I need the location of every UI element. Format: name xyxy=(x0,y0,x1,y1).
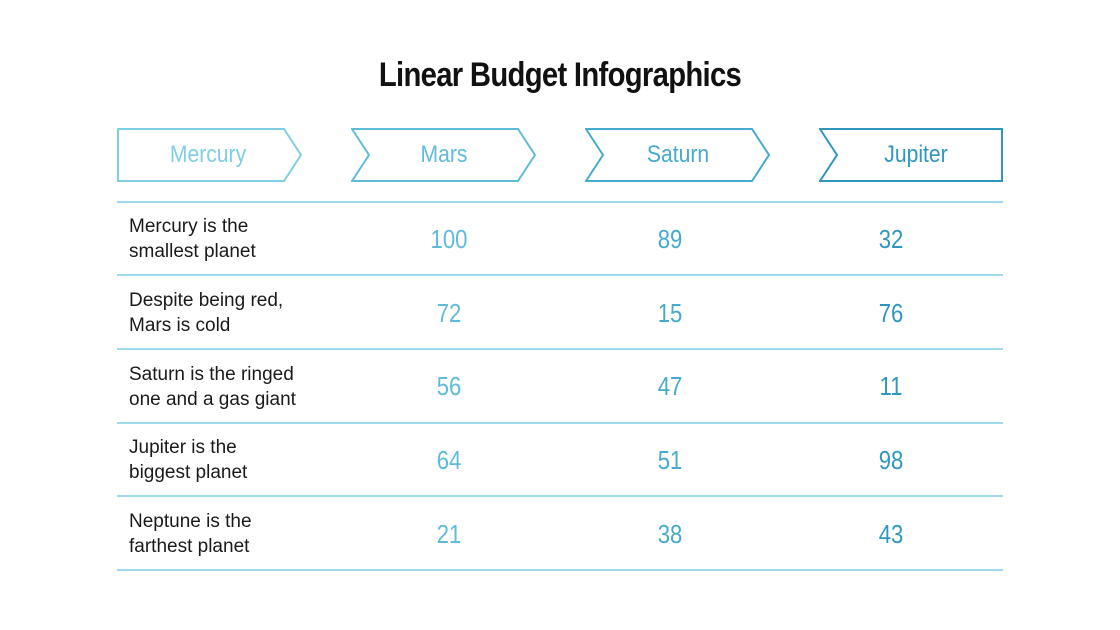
value-saturn: 51 xyxy=(657,445,683,475)
value-mars: 100 xyxy=(430,224,468,254)
value-saturn: 38 xyxy=(657,519,683,549)
desc-line: biggest planet xyxy=(129,462,248,483)
header-label-mercury: Mercury xyxy=(169,141,247,168)
desc-line: Neptune is the xyxy=(129,511,252,532)
page-title: Linear Budget Infographics xyxy=(378,56,742,94)
row-description: Despite being red, Mars is cold xyxy=(129,288,349,338)
row-description: Jupiter is the biggest planet xyxy=(129,435,349,485)
header-mercury: Mercury xyxy=(117,128,303,182)
divider xyxy=(117,348,1003,350)
desc-line: farthest planet xyxy=(129,536,250,557)
value-mars: 56 xyxy=(436,371,462,401)
header-label-jupiter: Jupiter xyxy=(884,141,948,168)
chevron-first-shape xyxy=(117,128,303,182)
value-saturn: 47 xyxy=(657,371,683,401)
value-mars: 21 xyxy=(436,519,462,549)
divider xyxy=(117,201,1003,203)
header-jupiter: Jupiter xyxy=(819,128,1005,182)
desc-line: smallest planet xyxy=(129,241,256,262)
value-jupiter: 76 xyxy=(878,298,904,328)
value-jupiter: 98 xyxy=(878,445,904,475)
desc-line: Mars is cold xyxy=(129,315,231,336)
header-saturn: Saturn xyxy=(585,128,771,182)
desc-line: one and a gas giant xyxy=(129,389,296,410)
header-label-mars: Mars xyxy=(420,141,468,168)
value-jupiter: 11 xyxy=(879,371,903,401)
desc-line: Jupiter is the xyxy=(129,437,237,458)
desc-line: Mercury is the xyxy=(129,216,249,237)
row-description: Neptune is the farthest planet xyxy=(129,509,349,559)
divider xyxy=(117,495,1003,497)
chevron-last-shape xyxy=(819,128,1003,182)
row-description: Mercury is the smallest planet xyxy=(129,214,349,264)
divider xyxy=(117,422,1003,424)
value-saturn: 15 xyxy=(657,298,683,328)
value-jupiter: 32 xyxy=(878,224,904,254)
chevron-shape xyxy=(585,128,771,182)
divider xyxy=(117,274,1003,276)
value-mars: 72 xyxy=(436,298,462,328)
chevron-shape xyxy=(351,128,537,182)
header-label-saturn: Saturn xyxy=(646,141,710,168)
divider xyxy=(117,569,1003,571)
desc-line: Saturn is the ringed xyxy=(129,364,294,385)
row-description: Saturn is the ringed one and a gas giant xyxy=(129,362,349,412)
header-mars: Mars xyxy=(351,128,537,182)
value-jupiter: 43 xyxy=(878,519,904,549)
value-mars: 64 xyxy=(436,445,462,475)
value-saturn: 89 xyxy=(657,224,683,254)
desc-line: Despite being red, xyxy=(129,290,284,311)
